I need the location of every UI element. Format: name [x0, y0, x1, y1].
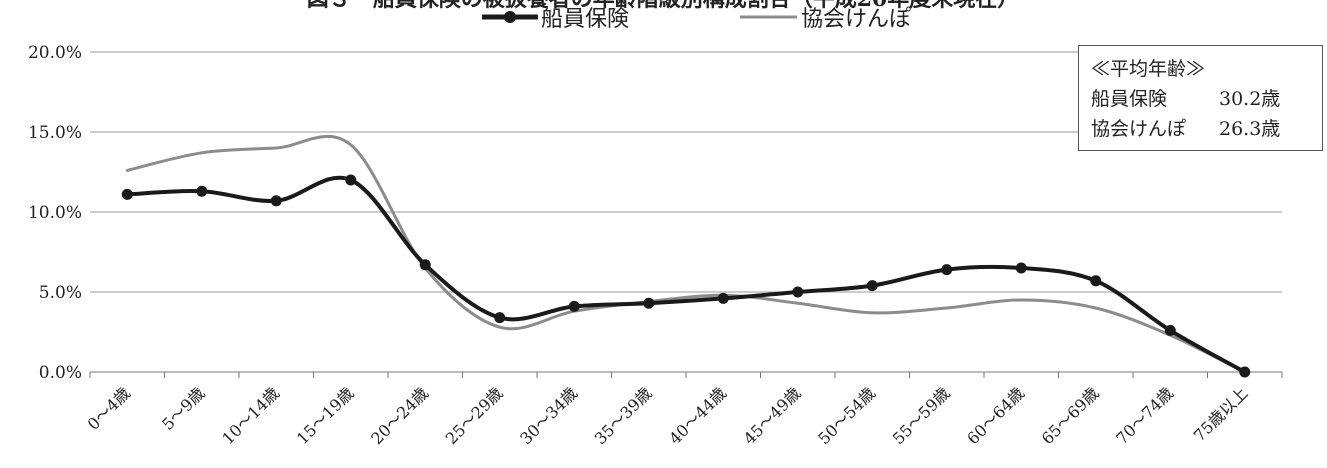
data-point — [568, 300, 580, 312]
data-point — [1015, 262, 1027, 274]
average-age-value-kyokai: 26.3歳 — [1219, 118, 1281, 140]
x-tick-label: 40～44歳 — [665, 383, 730, 448]
data-point — [643, 297, 655, 309]
data-point — [866, 280, 878, 292]
series-line-0 — [125, 175, 1247, 374]
x-tick-label: 5～9歳 — [158, 383, 208, 433]
x-tick-label: 70～74歳 — [1112, 383, 1177, 448]
x-tick-label: 75歳以上 — [1190, 383, 1252, 445]
data-point — [419, 259, 431, 271]
average-age-row-kyokai: 協会けんぽ 26.3歳 — [1091, 114, 1322, 144]
x-tick-label: 35～39歳 — [591, 383, 656, 448]
x-tick-label: 0～4歳 — [84, 383, 134, 433]
data-point — [792, 286, 804, 298]
average-age-row-senin: 船員保険 30.2歳 — [1091, 84, 1322, 114]
series-line-1 — [125, 134, 1247, 374]
legend-item-kyokai: 協会けんぽ — [740, 7, 911, 32]
x-tick-label: 50～54歳 — [814, 383, 879, 448]
average-age-box: ≪平均年齢≫ 船員保険 30.2歳 協会けんぽ 26.3歳 — [1078, 45, 1323, 151]
y-tick-label: 5.0% — [39, 283, 82, 303]
data-point — [196, 185, 208, 197]
data-point — [717, 292, 729, 304]
x-tick-label: 45～49歳 — [740, 383, 805, 448]
x-tick-label: 65～69歳 — [1038, 383, 1103, 448]
y-axis-ticks: 0.0% 5.0% 10.0% 15.0% 20.0% — [28, 43, 82, 383]
data-point — [941, 264, 953, 276]
series-lines — [121, 134, 1251, 378]
data-point — [270, 195, 282, 207]
x-tick-label: 15～19歳 — [293, 383, 358, 448]
data-point — [494, 312, 506, 324]
average-age-value-senin: 30.2歳 — [1219, 88, 1281, 110]
y-tick-label: 0.0% — [39, 363, 82, 383]
data-point — [345, 174, 357, 186]
x-tick-label: 55～59歳 — [889, 383, 954, 448]
legend-label-senin: 船員保険 — [541, 7, 629, 32]
x-tick-label: 20～24歳 — [367, 383, 432, 448]
data-point — [1164, 324, 1176, 336]
x-tick-label: 60～64歳 — [963, 383, 1028, 448]
x-tick-label: 10～14歳 — [218, 383, 283, 448]
y-tick-label: 15.0% — [28, 123, 82, 143]
average-age-label-kyokai: 協会けんぽ — [1091, 118, 1187, 140]
legend: 船員保険 協会けんぽ — [482, 7, 911, 32]
legend-marker-senin — [504, 11, 516, 23]
data-point — [1239, 366, 1251, 378]
y-tick-label: 10.0% — [28, 203, 82, 223]
data-point — [1090, 275, 1102, 287]
legend-label-kyokai: 協会けんぽ — [801, 7, 911, 32]
average-age-label-senin: 船員保険 — [1091, 88, 1168, 110]
chart-title: 図３ 船員保険の被扱養者の年齢階級別構成割合（平成20年度末現在） — [307, 0, 1020, 12]
data-point — [121, 188, 133, 200]
y-tick-label: 20.0% — [28, 43, 82, 63]
average-age-heading: ≪平均年齢≫ — [1091, 58, 1206, 80]
x-tick-label: 25～29歳 — [442, 383, 507, 448]
x-tick-label: 30～34歳 — [516, 383, 581, 448]
legend-item-senin: 船員保険 — [482, 7, 629, 32]
x-axis: 0～4歳 5～9歳 10～14歳 15～19歳 20～24歳 25～29歳 30～34歳 35… — [84, 372, 1283, 448]
